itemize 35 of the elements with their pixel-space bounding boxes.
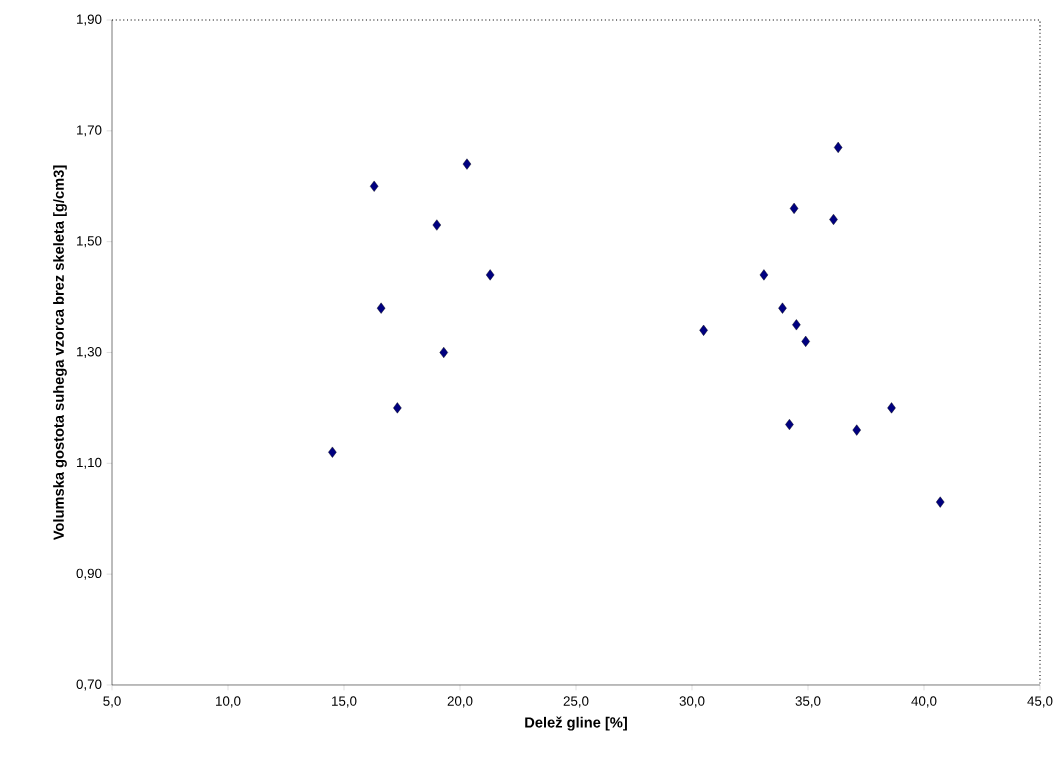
point bbox=[789, 202, 799, 214]
x-tick-label: 10,0 bbox=[216, 696, 241, 708]
point bbox=[778, 302, 787, 314]
x-tick-label: 15,0 bbox=[332, 696, 357, 708]
x-tick-label: 20,0 bbox=[447, 696, 473, 708]
x-tick-label: 35,0 bbox=[795, 696, 821, 708]
y-tick-label: 1,50 bbox=[77, 236, 102, 248]
point bbox=[328, 446, 337, 458]
point bbox=[485, 269, 495, 281]
y-tick-label: 1,30 bbox=[77, 346, 102, 358]
point bbox=[432, 219, 441, 231]
x-tick-label: 30,0 bbox=[679, 696, 705, 708]
x-tick-label: 45,0 bbox=[1027, 696, 1053, 708]
point bbox=[369, 180, 379, 192]
y-tick-label: 1,70 bbox=[77, 125, 102, 137]
point bbox=[833, 141, 843, 153]
x-tick-label: 25,0 bbox=[563, 696, 589, 708]
x-tick-label: 5,0 bbox=[103, 696, 121, 708]
point bbox=[393, 402, 402, 414]
y-tick-label: 1,10 bbox=[77, 457, 102, 469]
point bbox=[462, 158, 472, 170]
y-axis-title: Volumska gostota suhega vzorca brez skeleta [g/cm3] bbox=[53, 165, 67, 541]
point bbox=[936, 496, 945, 508]
x-tick-label: 40,0 bbox=[911, 696, 937, 708]
point bbox=[376, 302, 386, 314]
y-tick-label: 0,70 bbox=[76, 679, 102, 691]
point bbox=[792, 319, 801, 331]
point bbox=[887, 402, 896, 414]
point bbox=[801, 335, 810, 347]
y-tick-label: 1,90 bbox=[77, 14, 102, 26]
point bbox=[699, 324, 708, 336]
point bbox=[759, 269, 769, 281]
x-axis-title: Delež gline [%] bbox=[525, 716, 627, 731]
point bbox=[852, 424, 861, 436]
y-tick-label: 0,90 bbox=[76, 568, 102, 580]
